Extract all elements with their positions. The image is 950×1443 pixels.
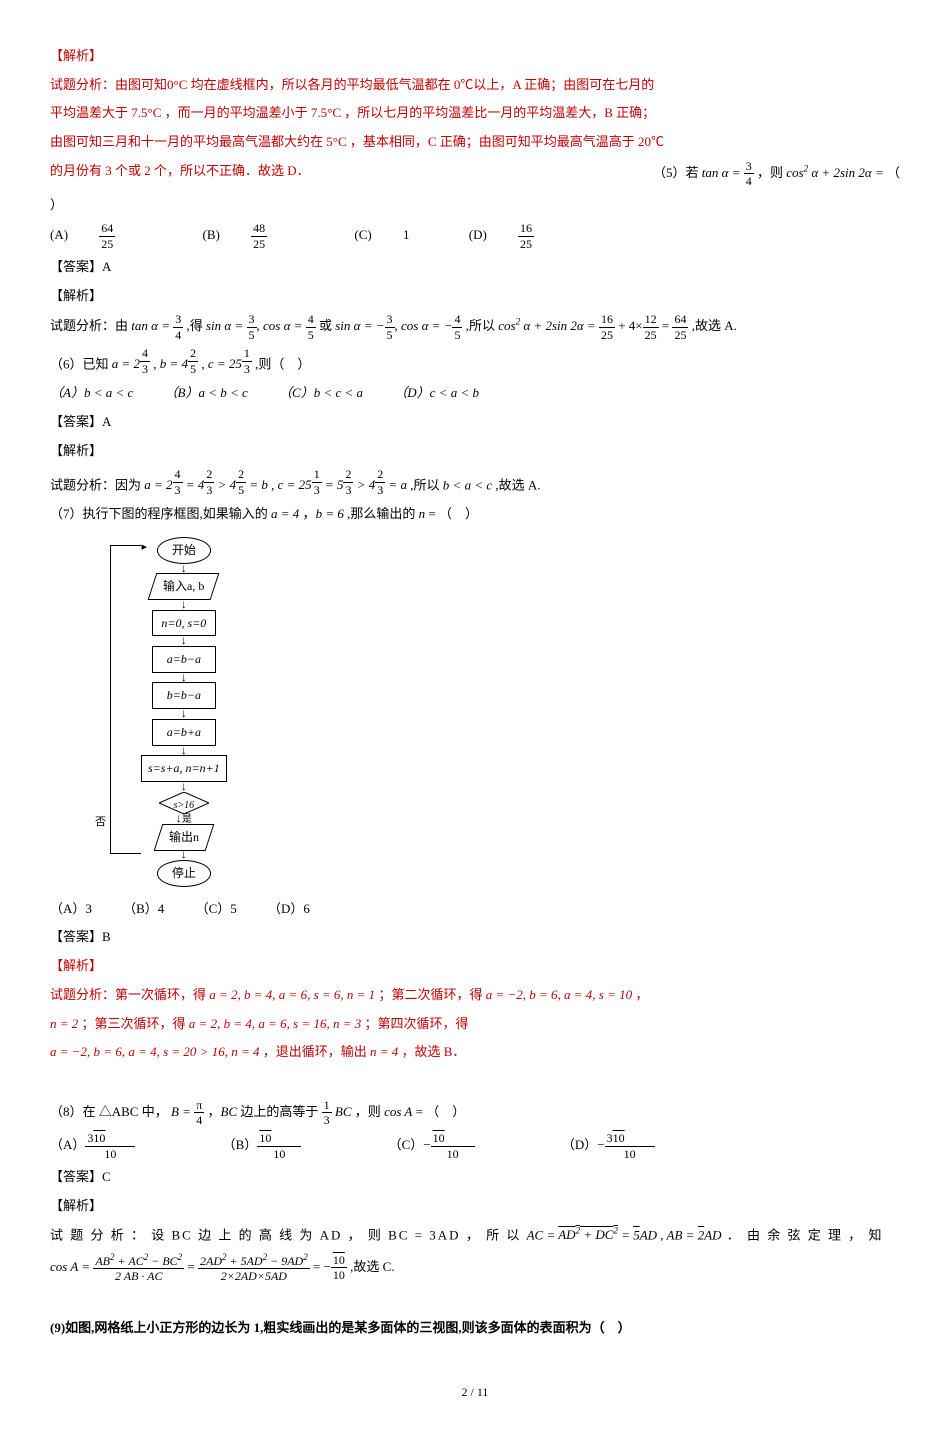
q7-answer: 【答案】B: [50, 925, 900, 950]
q7-analysis-line1: 试题分析：第一次循环，得 a = 2, b = 4, a = 6, s = 6,…: [50, 983, 900, 1008]
q4-analysis-line1: 试题分析：由图可知0°C 均在虚线框内，所以各月的平均最低气温都在 0℃以上，A…: [50, 73, 900, 98]
q8-analysis-line2: cos A = AB2 + AC2 − BC22 AB · AC = 2AD2 …: [50, 1252, 900, 1284]
q8-answer: 【答案】C: [50, 1165, 900, 1190]
q4-analysis-line3: 由图可知三月和十一月的平均最高气温都大约在 5°C ，基本相同，C 正确；由图可…: [50, 130, 900, 155]
q8-options: （A）31010 （B）1010 （C）−1010 （D）−31010: [50, 1131, 900, 1161]
q6-analysis-head: 【解析】: [50, 439, 900, 464]
q5-stem-right: （5）若 tan α = 34 ，则 cos2 α + 2sin 2α = （: [653, 159, 900, 189]
q7-flowchart: 否 开始 ↓ 输入a, b ↓ n=0, s=0 ↓ a=b−a ↓ b=b−a…: [110, 537, 900, 887]
q7-analysis-line3: a = −2, b = 6, a = 4, s = 20 > 16, n = 4…: [50, 1040, 900, 1065]
q8-analysis-line1: 试 题 分 析 ： 设 BC 边 上 的 高 线 为 AD ， 则 BC = 3…: [50, 1223, 900, 1248]
q6-analysis-body: 试题分析：因为 a = 243 = 423 > 425 = b , c = 25…: [50, 467, 900, 498]
q4-analysis-line2: 平均温差大于 7.5°C ，而一月的平均温差小于 7.5°C ，所以七月的平均温…: [50, 101, 900, 126]
q6-options: （A）b < a < c （B）a < b < c （C）b < c < a （…: [50, 381, 900, 406]
q5-close: ）: [50, 193, 900, 218]
q4-analysis-line4: 的月份有 3 个或 2 个，所以不正确．故选 D．: [50, 159, 310, 189]
q8-stem: （8）在 △ABC 中， B = π4 ，BC 边上的高等于 13 BC ，则 …: [50, 1098, 900, 1128]
q6-answer: 【答案】A: [50, 410, 900, 435]
page-number: 2 / 11: [50, 1381, 900, 1404]
q5-options: (A) 6425 (B) 4825 (C) 1 (D) 1625: [50, 221, 900, 251]
q8-analysis-head: 【解析】: [50, 1194, 900, 1219]
q4-analysis-heading: 【解析】: [50, 48, 102, 63]
q9-stem: (9)如图,网格纸上小正方形的边长为 1,粗实线画出的是某多面体的三视图,则该多…: [50, 1316, 900, 1341]
q7-options: （A）3 （B）4 （C）5 （D）6: [50, 897, 900, 922]
q5-analysis-head: 【解析】: [50, 284, 900, 309]
q7-analysis-line2: n = 2 ；第三次循环，得 a = 2, b = 4, a = 6, s = …: [50, 1012, 900, 1037]
q7-analysis-head: 【解析】: [50, 954, 900, 979]
q6-stem: （6）已知 a = 243 , b = 425 , c = 2513 ,则（ ）: [50, 346, 900, 377]
q5-analysis-body: 试题分析：由 tan α = 34 ,得 sin α = 35, cos α =…: [50, 312, 900, 342]
q7-stem: （7）执行下图的程序框图,如果输入的 a = 4 ，b = 6 ,那么输出的 n…: [50, 502, 900, 527]
q5-answer: 【答案】A: [50, 255, 900, 280]
